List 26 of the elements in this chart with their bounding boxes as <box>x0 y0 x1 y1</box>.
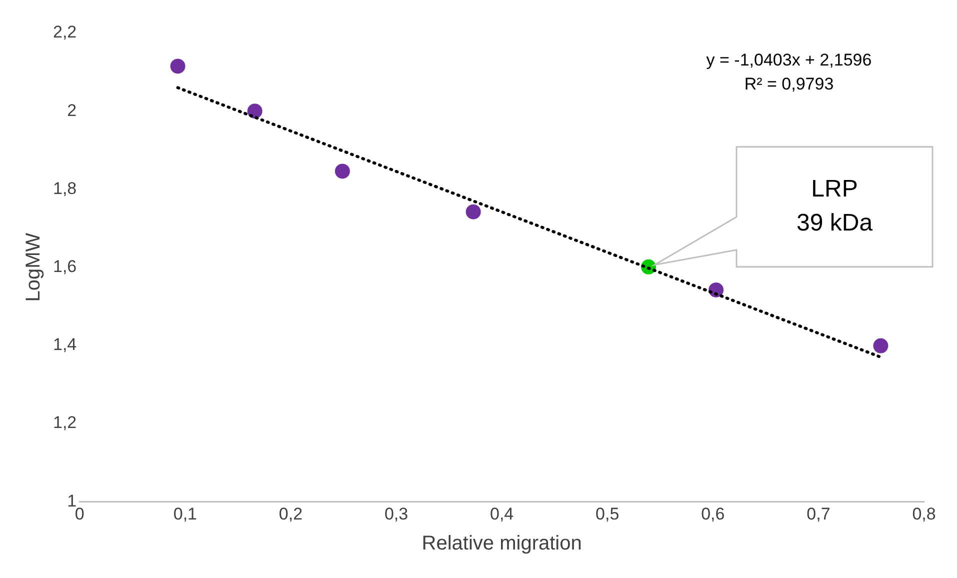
y-tick-label: 2 <box>67 100 77 120</box>
annotation: LRP 39 kDa <box>796 176 874 237</box>
x-tick-label: 0,1 <box>173 504 197 524</box>
annotation: y = -1,0403x + 2,1596 <box>706 50 872 70</box>
x-tick-label: 0,5 <box>596 504 620 524</box>
x-tick-label: 0 <box>74 504 84 524</box>
x-tick-label: 0,4 <box>490 504 514 524</box>
point <box>170 58 186 74</box>
annotation: R² = 0,9793 <box>744 74 834 94</box>
x-tick-label: 0,3 <box>384 504 408 524</box>
x-tick-label: 0,8 <box>912 504 936 524</box>
y-axis-title: LogMW <box>22 232 45 302</box>
y-tick-label: 1,6 <box>52 256 77 276</box>
y-tick-label: 2,2 <box>52 22 77 42</box>
point <box>466 204 481 220</box>
x-tick-label: 0,2 <box>278 504 303 524</box>
point <box>247 104 262 119</box>
x-tick-label: 0,7 <box>806 504 830 524</box>
y-tick-label: 1,4 <box>52 335 77 354</box>
y-tick-label: 1 <box>67 491 77 510</box>
point <box>873 338 888 354</box>
point <box>334 164 350 179</box>
y-tick-label: 1,2 <box>52 413 77 432</box>
y-tick-label: 1,8 <box>52 178 77 198</box>
x-tick-label: 0,6 <box>701 504 725 524</box>
x-axis-title: Relative migration <box>422 532 582 555</box>
